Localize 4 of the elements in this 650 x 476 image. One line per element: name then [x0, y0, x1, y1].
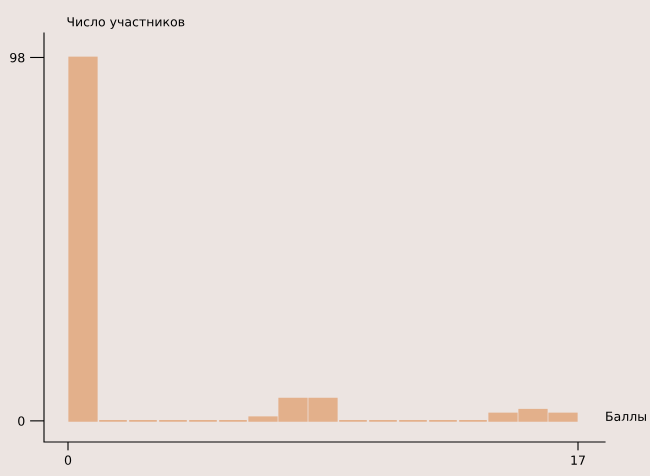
y-axis-title: Число участников — [68, 17, 184, 29]
x-tick-label: 17 — [571, 456, 585, 465]
x-axis-title: Баллы — [606, 412, 646, 422]
y-tick-label: 98 — [10, 52, 24, 62]
